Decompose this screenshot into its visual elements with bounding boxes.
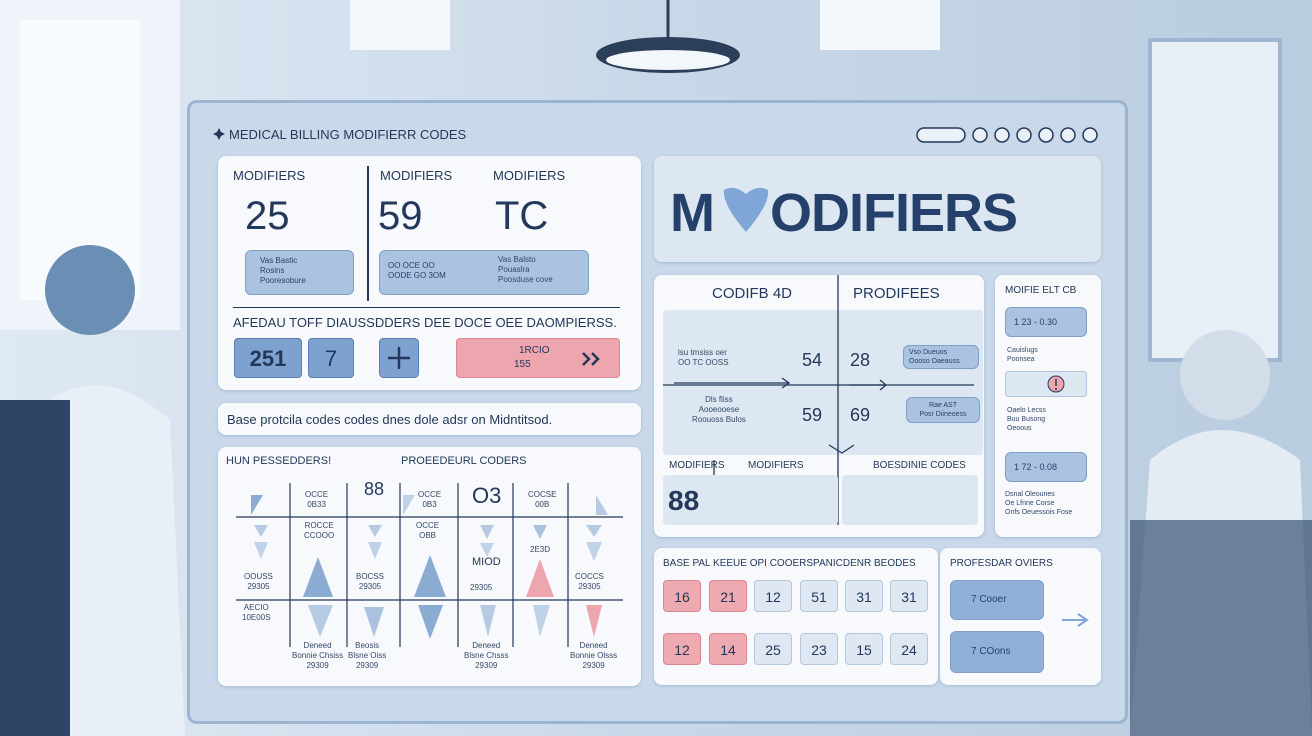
- title-first: M: [670, 183, 715, 243]
- quad-header: CODIFB 4D: [712, 285, 793, 302]
- label: ROCCE CCOOO: [304, 521, 335, 540]
- label: OCCE 0B33: [305, 490, 329, 509]
- quad-header: PRODIFEES: [853, 285, 940, 302]
- chip: 1 72 - 0.08: [1005, 452, 1087, 482]
- quad-value: 28: [850, 350, 871, 370]
- label: 29305: [470, 583, 493, 592]
- grid-panel: BASE PAL KEEUE OPI COOERSPANICDENR BEODE…: [654, 548, 938, 685]
- grid-cell[interactable]: 12: [754, 580, 792, 612]
- footer-label: MODIFIERS: [669, 460, 725, 471]
- grid-cell[interactable]: 23: [800, 633, 838, 665]
- footer-label: BOESDINIE CODES: [873, 460, 966, 471]
- header-icon: [213, 128, 225, 140]
- label: MODIFIERS: [493, 168, 566, 183]
- quad-panel: CODIFB 4D PRODIFEES lsu tmsiss oer OO TC…: [654, 275, 984, 537]
- label: OCCE 0B3: [418, 490, 442, 509]
- footer-box: [663, 475, 838, 525]
- chip: Vas Bastic Rosins Pooresobure: [245, 250, 354, 295]
- note: Dls fliss Aooeooese Roouoss Bulos: [692, 395, 746, 424]
- label: 2E3D: [530, 545, 551, 554]
- chip: 1 23 - 0.30: [1005, 307, 1087, 337]
- note: lsu tmsiss oer OO TC OOSS: [678, 348, 729, 367]
- quad-value: 59: [802, 405, 823, 425]
- chip: Vso Dueuos Oooso Oaeauss: [903, 345, 979, 369]
- side-panel: MOIFIE ELT CB 1 23 - 0.30 Cauislugs Poon…: [995, 275, 1101, 537]
- button[interactable]: 251: [234, 338, 302, 378]
- alert-bar: [1005, 371, 1087, 397]
- quad-value: 69: [850, 405, 871, 425]
- grid-cell[interactable]: 31: [890, 580, 928, 612]
- label: AECIO 10E00S: [242, 603, 271, 622]
- chip-text: Vas Balsto Pouaslra Poosduse cove: [498, 255, 553, 284]
- professional-panel: PROFESDAR OVIERS 7 Cooer 7 COons: [940, 548, 1101, 685]
- label: COCSE 00B: [528, 490, 557, 509]
- grid-cell[interactable]: 25: [754, 633, 792, 665]
- label: Deneed Blsne Chsss 29309: [464, 641, 509, 670]
- modifier-value: TC: [495, 194, 549, 238]
- chip: OO OCE OO OODE GO 3OM: [379, 250, 589, 295]
- label: Deneed Bonnie Chsiss 29309: [292, 641, 344, 670]
- footer-value: 88: [668, 485, 700, 516]
- action-button[interactable]: 1RCIO 155: [456, 338, 620, 378]
- label: Beosis Blsne Oiss 29309: [348, 641, 387, 670]
- note: Oaelo Lecss Buu Busong Oeoous: [1007, 407, 1046, 432]
- procedure-panel: HUN PESSEDDERS! PROEEDEURL CODERS 88 O3 …: [218, 447, 641, 686]
- grid-title: BASE PAL KEEUE OPI COOERSPANICDENR BEODE…: [663, 558, 916, 569]
- grid-cell[interactable]: 31: [845, 580, 883, 612]
- label: MODIFIERS: [380, 168, 453, 183]
- number: 88: [364, 479, 385, 499]
- label: MODIFIERS: [233, 168, 306, 183]
- label: OCCE OBB: [416, 521, 440, 540]
- label: Deneed Bonnie Olsss 29309: [570, 641, 618, 670]
- procedure-diagram: [236, 483, 623, 647]
- modifiers-panel: MODIFIERS MODIFIERS MODIFIERS 25 59 TC V…: [218, 156, 641, 390]
- add-button[interactable]: [379, 338, 419, 378]
- modifier-value: 25: [245, 194, 290, 238]
- header-title: MEDICAL BILLING MODIFIERR CODES: [229, 127, 467, 142]
- chip[interactable]: 7 COons: [950, 631, 1044, 673]
- quad-value: 54: [802, 350, 823, 370]
- number: O3: [472, 483, 502, 508]
- title-rest: ODIFIERS: [770, 183, 1018, 243]
- chip: Rae AST Posr Diineoess: [906, 397, 980, 423]
- grid-cell[interactable]: 14: [709, 633, 747, 665]
- banner: Base protcila codes codes dnes dole adsr…: [218, 403, 641, 435]
- number: MIOD: [472, 556, 501, 568]
- label: OOUSS 29305: [244, 572, 273, 591]
- note: AFEDAU TOFF DIAUSSDDERS DEE DOCE OEE DAO…: [233, 315, 617, 330]
- divider: [233, 307, 620, 308]
- note: Dsnal Oleounes Oe Lfnne Corse Onfs Oeues…: [1005, 491, 1073, 516]
- panel-header: PROEEDEURL CODERS: [401, 455, 527, 467]
- grid-cell[interactable]: 15: [845, 633, 883, 665]
- action-text: 1RCIO: [519, 345, 550, 356]
- action-sub: 155: [514, 359, 531, 370]
- heart-icon: [723, 187, 769, 232]
- grid-cell[interactable]: 16: [663, 580, 701, 612]
- chevrons: [582, 352, 600, 366]
- button[interactable]: 7: [308, 338, 354, 378]
- divider: [367, 166, 369, 301]
- arrow: [1062, 613, 1089, 627]
- chip[interactable]: 7 Cooer: [950, 580, 1044, 620]
- grid-cell[interactable]: 12: [663, 633, 701, 665]
- footer-box: [842, 475, 978, 525]
- modifier-value: 59: [378, 194, 423, 238]
- footer-label: MODIFIERS: [748, 460, 804, 471]
- grid-cell[interactable]: 24: [890, 633, 928, 665]
- professional-title: PROFESDAR OVIERS: [950, 558, 1053, 569]
- grid-cell[interactable]: 51: [800, 580, 838, 612]
- title-panel: M ODIFIERS: [654, 156, 1101, 262]
- note: Cauislugs Poonsea: [1007, 347, 1038, 363]
- banner-text: Base protcila codes codes dnes dole adsr…: [227, 412, 553, 427]
- label: BOCSS 29305: [356, 572, 385, 591]
- side-title: MOIFIE ELT CB: [1005, 285, 1077, 296]
- grid-cell[interactable]: 21: [709, 580, 747, 612]
- panel-header: HUN PESSEDDERS!: [226, 455, 332, 467]
- window-controls[interactable]: [915, 124, 1100, 146]
- label: COCCS 29305: [575, 572, 604, 591]
